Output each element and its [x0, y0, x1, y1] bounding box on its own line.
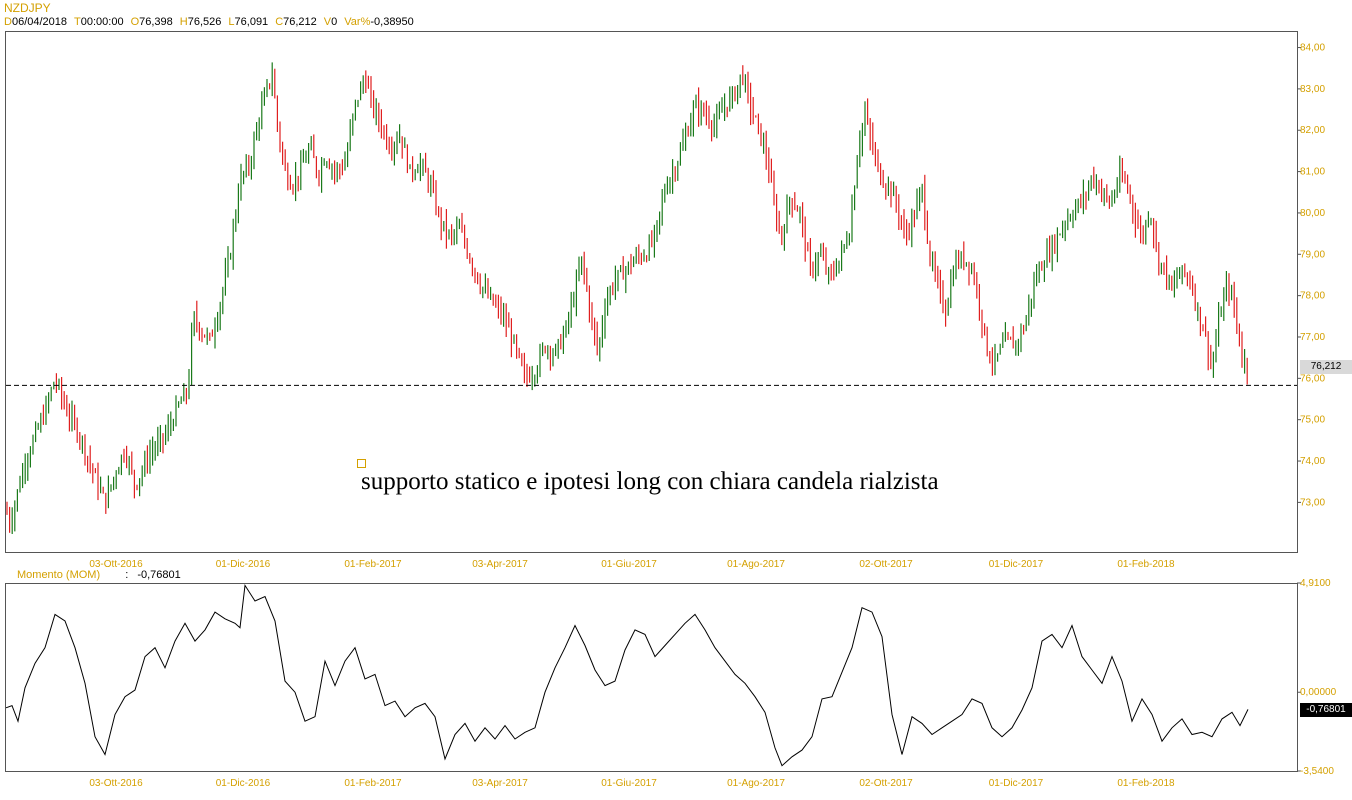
momentum-date-label: 01-Feb-2017: [344, 778, 402, 789]
ohlc-key-h: H: [179, 16, 188, 28]
momentum-date-label: 01-Ago-2017: [727, 778, 785, 789]
annotation-text: supporto statico e ipotesi long con chia…: [361, 468, 939, 495]
ohlc-key-v: V: [323, 16, 332, 28]
ohlc-key-d: D: [4, 16, 12, 28]
price-tick-label: 75,00: [1300, 415, 1325, 426]
last-price-badge: 76,212: [1300, 360, 1352, 374]
price-axis: 73,00 74,00 75,00 76,00 77,00 78,00 79,00 80,00…: [1297, 43, 1325, 508]
price-tick-label: 81,00: [1300, 167, 1325, 178]
price-date-label: 03-Ott-2016: [89, 559, 143, 570]
price-date-label: 01-Ago-2017: [727, 559, 785, 570]
momentum-title: Momento (MOM): [17, 569, 101, 581]
price-tick-label: 74,00: [1300, 456, 1325, 467]
symbol-title: NZDJPY: [4, 1, 51, 15]
last-momentum-badge: -0,76801: [1300, 703, 1352, 717]
momentum-readout: Momento (MOM) : -0,76801: [17, 569, 181, 581]
momentum-date-label: 01-Dic-2016: [216, 778, 271, 789]
ohlc-value-t: 00:00:00: [80, 16, 124, 28]
momentum-axis: 4,9100 0,00000 -3,5400: [1297, 578, 1337, 777]
momentum-tick-label: 4,9100: [1300, 578, 1331, 589]
price-date-label: 01-Feb-2017: [344, 559, 402, 570]
momentum-tick-label: -3,5400: [1300, 766, 1334, 777]
ohlc-key-o: O: [130, 16, 140, 28]
momentum-line: [5, 583, 1249, 767]
price-tick-label: 84,00: [1300, 43, 1325, 54]
ohlc-value-l: 76,091: [234, 16, 269, 28]
annotation-marker[interactable]: [357, 459, 366, 468]
ohlc-value-v: 0: [331, 16, 338, 28]
price-date-label: 01-Feb-2018: [1117, 559, 1175, 570]
candlestick-series: [6, 62, 1248, 534]
ohlc-key-l: L: [228, 16, 235, 28]
price-date-label: 03-Apr-2017: [472, 559, 528, 570]
price-tick-label: 83,00: [1300, 84, 1325, 95]
momentum-date-label: 01-Dic-2017: [989, 778, 1044, 789]
ohlc-value-o: 76,398: [139, 16, 173, 28]
momentum-panel-border: [5, 583, 1298, 772]
ohlc-value-c: 76,212: [283, 16, 317, 28]
ohlc-value-h: 76,526: [187, 16, 222, 28]
price-date-axis: 03-Ott-2016 01-Dic-2016 01-Feb-2017 03-Apr-…: [89, 559, 1175, 570]
price-date-label: 02-Ott-2017: [859, 559, 913, 570]
momentum-tick-label: 0,00000: [1300, 687, 1337, 698]
price-date-label: 01-Dic-2016: [216, 559, 271, 570]
momentum-value: -0,76801: [137, 569, 181, 581]
momentum-date-label: 01-Giu-2017: [601, 778, 657, 789]
momentum-date-label: 01-Feb-2018: [1117, 778, 1175, 789]
ohlc-readout: D06/04/2018 T00:00:00 O76,398 H76,526 L76,09…: [4, 16, 421, 28]
momentum-date-label: 03-Ott-2016: [89, 778, 143, 789]
price-date-label: 01-Giu-2017: [601, 559, 657, 570]
price-tick-label: 82,00: [1300, 125, 1325, 136]
price-tick-label: 77,00: [1300, 332, 1325, 343]
price-tick-label: 78,00: [1300, 291, 1325, 302]
ohlc-key-t: T: [74, 16, 81, 28]
price-tick-label: 73,00: [1300, 497, 1325, 508]
ohlc-key-c: C: [275, 16, 284, 28]
momentum-date-label: 02-Ott-2017: [859, 778, 913, 789]
price-date-label: 01-Dic-2017: [989, 559, 1044, 570]
ohlc-value-d: 06/04/2018: [11, 16, 68, 28]
ohlc-value-varpct: -0,38950: [370, 16, 414, 28]
price-tick-label: 76,00: [1300, 373, 1325, 384]
price-panel-border: [5, 31, 1298, 553]
ohlc-key-varpct: Var%: [344, 16, 371, 28]
momentum-date-axis: 03-Ott-2016 01-Dic-2016 01-Feb-2017 03-Apr-…: [89, 778, 1175, 789]
price-tick-label: 80,00: [1300, 208, 1325, 219]
momentum-date-label: 03-Apr-2017: [472, 778, 528, 789]
momentum-separator: :: [125, 569, 129, 581]
price-tick-label: 79,00: [1300, 249, 1325, 260]
